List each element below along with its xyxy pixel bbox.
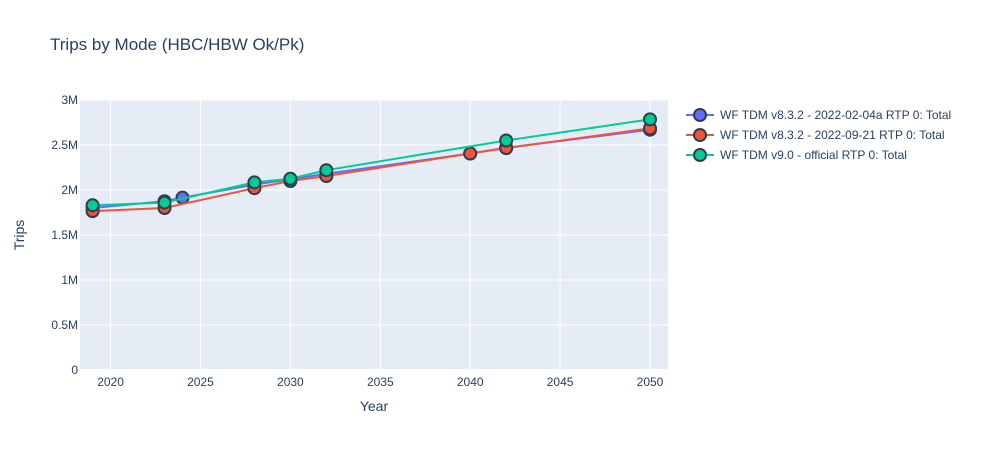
y-tick-label: 1M: [61, 273, 78, 287]
y-tick-label: 0.5M: [51, 318, 78, 332]
x-tick-label: 2050: [637, 375, 664, 389]
y-tick-label: 0: [71, 363, 78, 377]
y-tick-label: 3M: [61, 93, 78, 107]
legend-item[interactable]: WF TDM v8.3.2 - 2022-09-21 RTP 0: Total: [686, 128, 945, 142]
y-axis-title: Trips: [11, 220, 27, 251]
x-tick-label: 2045: [547, 375, 574, 389]
series-3: [85, 112, 658, 213]
x-tick-label: 2025: [187, 375, 214, 389]
legend[interactable]: WF TDM v8.3.2 - 2022-02-04a RTP 0: Total…: [686, 108, 951, 162]
data-point[interactable]: [499, 133, 514, 148]
x-axis-title: Year: [360, 398, 389, 414]
legend-item[interactable]: WF TDM v9.0 - official RTP 0: Total: [686, 148, 907, 162]
data-point[interactable]: [283, 171, 298, 186]
data-point[interactable]: [463, 146, 478, 161]
data-point[interactable]: [85, 198, 100, 213]
data-point[interactable]: [643, 112, 658, 127]
y-tick-label: 1.5M: [51, 228, 78, 242]
chart-title: Trips by Mode (HBC/HBW Ok/Pk): [50, 35, 304, 54]
y-tick-label: 2M: [61, 183, 78, 197]
data-point[interactable]: [319, 163, 334, 178]
axis-ticks: 2020 2025 2030 2035 2040 2045 2050 0 0.5M 1M 1.5M 2…: [51, 93, 663, 389]
legend-marker-swatch: [693, 148, 707, 162]
data-point[interactable]: [157, 195, 172, 210]
x-tick-label: 2035: [367, 375, 394, 389]
legend-marker-swatch: [693, 108, 707, 122]
legend-item[interactable]: WF TDM v8.3.2 - 2022-02-04a RTP 0: Total: [686, 108, 951, 122]
legend-label: WF TDM v8.3.2 - 2022-02-04a RTP 0: Total: [720, 108, 951, 122]
y-tick-label: 2.5M: [51, 138, 78, 152]
x-tick-label: 2020: [97, 375, 124, 389]
data-point[interactable]: [247, 175, 262, 190]
x-tick-label: 2040: [457, 375, 484, 389]
series-layer: [85, 112, 658, 219]
legend-label: WF TDM v8.3.2 - 2022-09-21 RTP 0: Total: [720, 128, 945, 142]
grid-lines: [80, 99, 668, 371]
legend-label: WF TDM v9.0 - official RTP 0: Total: [720, 148, 907, 162]
x-tick-label: 2030: [277, 375, 304, 389]
legend-marker-swatch: [693, 128, 707, 142]
